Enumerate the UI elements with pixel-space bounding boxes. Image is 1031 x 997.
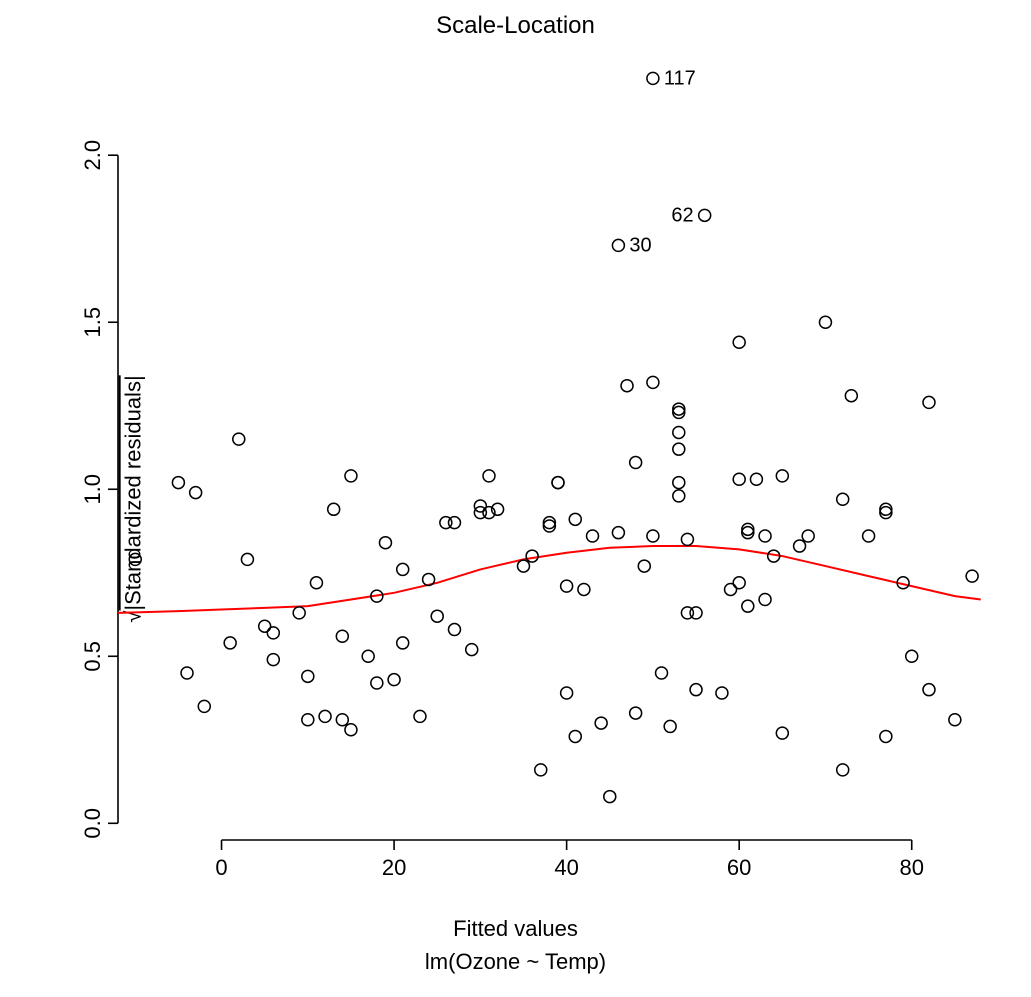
svg-text:2.0: 2.0 [80, 140, 105, 171]
svg-text:1.5: 1.5 [80, 307, 105, 338]
plot-svg: 0 20 40 60 80 0.0 0.5 1.0 1.5 2.0 117 62 30 [0, 0, 1031, 997]
svg-text:40: 40 [554, 855, 578, 880]
svg-text:30: 30 [629, 234, 651, 256]
svg-text:62: 62 [671, 204, 693, 226]
scale-location-chart: Scale-Location √|Standardized residuals|… [0, 0, 1031, 997]
svg-text:0.0: 0.0 [80, 808, 105, 839]
svg-text:117: 117 [664, 67, 696, 89]
svg-text:20: 20 [382, 855, 406, 880]
svg-text:0.5: 0.5 [80, 641, 105, 672]
svg-text:1.0: 1.0 [80, 474, 105, 505]
x-axis-sublabel: lm(Ozone ~ Temp) [0, 949, 1031, 975]
svg-text:0: 0 [215, 855, 227, 880]
x-axis-label: Fitted values [0, 916, 1031, 942]
svg-text:80: 80 [899, 855, 923, 880]
svg-text:60: 60 [727, 855, 751, 880]
